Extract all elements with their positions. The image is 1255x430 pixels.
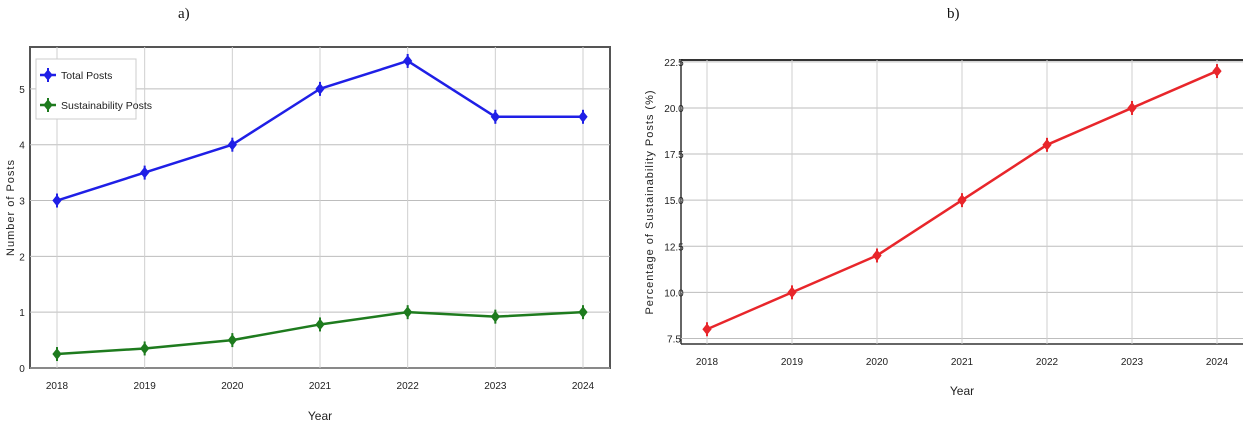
chart1-xtick-label: 2019 [781, 357, 804, 368]
chart0-xtick-label: 2023 [484, 381, 507, 392]
chart1-y-axis-label: Percentage of Sustainability Posts (%) [644, 89, 656, 314]
chart1-ytick-label: 7.5 [667, 334, 681, 345]
chart1-series-0-point [957, 194, 967, 206]
chart1-series-0-point [1212, 65, 1222, 77]
chart1-x-axis-label: Year [950, 384, 974, 398]
chart0-series-1-point [140, 342, 150, 355]
chart0-series-1-point [52, 348, 62, 360]
chart0-xtick-label: 2024 [572, 381, 595, 392]
chart0-xtick-label: 2022 [397, 381, 420, 392]
chart0-series-0-point [227, 138, 237, 151]
chart1-series-0-point [1127, 102, 1137, 114]
chart1-ytick-label: 20.0 [664, 104, 684, 115]
chart0-x-axis-label: Year [308, 409, 332, 423]
chart0-series-0-point [403, 55, 413, 67]
chart1-series-0-point [702, 323, 712, 336]
chart1-series-0-point [872, 249, 882, 262]
chart0-ytick-label: 5 [19, 85, 25, 96]
chart0-series-0-point [140, 166, 150, 179]
chart0-series-1-point [227, 334, 237, 346]
chart1-ytick-label: 15.0 [664, 196, 684, 207]
chart1-xtick-label: 2020 [866, 357, 889, 368]
chart1-xtick-label: 2023 [1121, 357, 1144, 368]
chart0-series-1-point [490, 310, 500, 323]
chart0-legend-box [35, 58, 137, 120]
chart0-series-0-point [490, 110, 500, 123]
chart1-ytick-label: 17.5 [664, 150, 684, 161]
chart1-xtick-label: 2018 [696, 357, 719, 368]
chart0-y-axis-label: Number of Posts [5, 159, 17, 256]
chart0-legend-marker [43, 69, 53, 81]
chart0-legend-label: Total Posts [61, 70, 112, 82]
chart0-ytick-label: 2 [19, 252, 25, 263]
chart1-xtick-label: 2022 [1036, 357, 1059, 368]
chart1-ytick-label: 12.5 [664, 242, 684, 253]
chart1-series-0-point [787, 286, 797, 299]
chart0-ytick-label: 1 [19, 308, 25, 319]
chart0-ytick-label: 4 [19, 141, 25, 152]
chart0-series-0-point [52, 194, 62, 207]
chart0-series-1-point [315, 318, 325, 331]
chart0-xtick-label: 2020 [221, 381, 244, 392]
chart1-ytick-label: 10.0 [664, 288, 684, 299]
panel-b-label: b) [947, 6, 960, 22]
chart0-series-0-point [315, 83, 325, 95]
panel-a-label: a) [178, 6, 190, 22]
chart1-series-0-point [1042, 139, 1052, 151]
chart0-series-1-point [403, 306, 413, 318]
chart0-xtick-label: 2021 [309, 381, 332, 392]
chart0-xtick-label: 2019 [134, 381, 157, 392]
chart0-ytick-label: 3 [19, 197, 25, 208]
chart0-series-1-point [578, 306, 588, 318]
chart0-series-0-point [578, 110, 588, 123]
chart1-xtick-label: 2024 [1206, 357, 1229, 368]
chart1-ytick-label: 22.5 [664, 58, 684, 69]
chart0-xtick-label: 2018 [46, 381, 69, 392]
chart0-legend-marker [43, 99, 53, 111]
chart0-legend-label: Sustainability Posts [61, 100, 152, 112]
chart1-xtick-label: 2021 [951, 357, 974, 368]
chart0-ytick-label: 0 [19, 364, 25, 375]
